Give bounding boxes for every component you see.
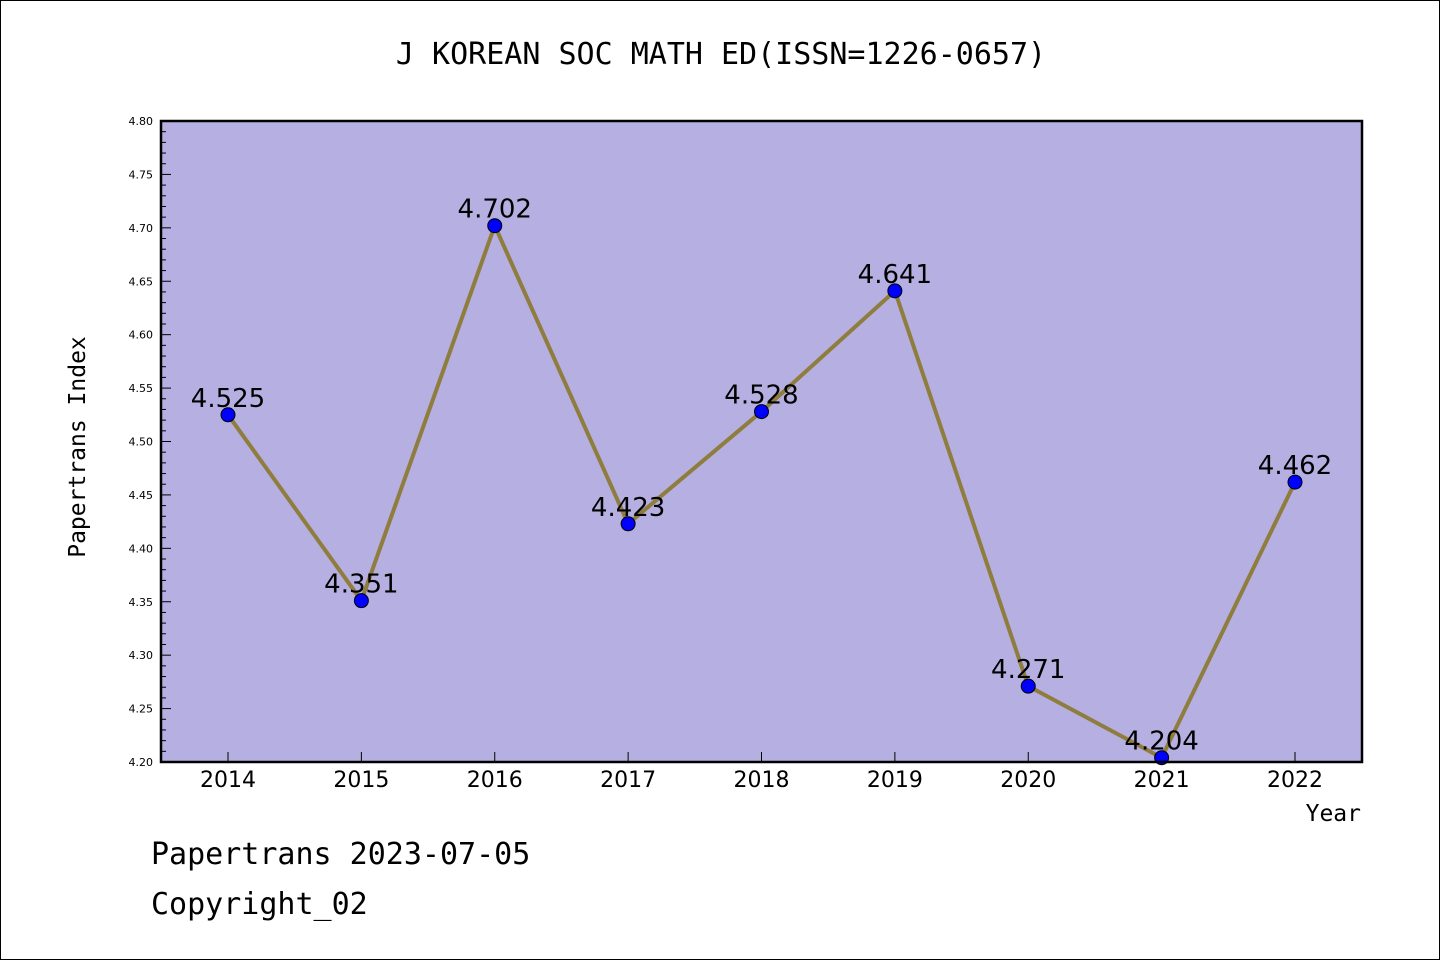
y-tick-label: 4.45 <box>129 489 154 502</box>
chart-title: J KOREAN SOC MATH ED(ISSN=1226-0657) <box>395 37 1047 72</box>
y-tick-label: 4.50 <box>129 436 154 449</box>
y-tick-label: 4.25 <box>129 703 154 716</box>
y-tick-label: 4.35 <box>129 596 154 609</box>
x-axis-title: Year <box>1306 801 1361 827</box>
x-tick-label: 2020 <box>1000 768 1056 793</box>
x-tick-label: 2016 <box>467 768 523 793</box>
plot-area <box>161 121 1362 762</box>
data-label: 4.423 <box>591 493 665 523</box>
footer-copyright: Copyright_02 <box>151 887 368 922</box>
x-tick-label: 2017 <box>600 768 656 793</box>
data-point <box>487 218 503 234</box>
y-axis: 4.20 4.25 4.30 4.35 4.40 4.45 4.50 4.55 4.60 4.65… <box>129 115 171 769</box>
series-group <box>220 218 1303 766</box>
footer-date: Papertrans 2023-07-05 <box>151 837 531 872</box>
x-tick-label: 2021 <box>1134 768 1190 793</box>
plot-border <box>159 119 1364 764</box>
data-label: 4.528 <box>724 381 798 411</box>
data-labels-group: 4.525 4.351 4.702 4.423 4.528 4.641 4.271 4.204… <box>191 195 1332 757</box>
x-tick-label: 2018 <box>734 768 790 793</box>
data-label: 4.462 <box>1258 451 1332 481</box>
data-label: 4.702 <box>458 195 532 225</box>
x-tick-label: 2015 <box>333 768 389 793</box>
data-point <box>1020 678 1036 694</box>
x-tick-label: 2019 <box>867 768 923 793</box>
y-tick-label: 4.40 <box>129 542 154 555</box>
y-tick-label: 4.80 <box>129 115 154 128</box>
y-tick-label: 4.70 <box>129 222 154 235</box>
y-tick-label: 4.55 <box>129 382 154 395</box>
data-label: 4.641 <box>858 260 932 290</box>
data-point <box>620 516 636 532</box>
data-label: 4.204 <box>1124 727 1198 757</box>
data-point <box>887 283 903 299</box>
x-axis: 2014 2015 2016 2017 2018 2019 2020 2021 2022 <box>200 752 1323 793</box>
y-tick-label: 4.75 <box>129 168 154 181</box>
data-label: 4.525 <box>191 384 265 414</box>
data-label: 4.271 <box>991 655 1065 685</box>
x-tick-label: 2014 <box>200 768 256 793</box>
y-axis-title: Papertrans Index <box>65 336 91 558</box>
data-point <box>754 404 769 420</box>
y-tick-label: 4.20 <box>129 756 154 769</box>
data-point <box>220 407 236 423</box>
y-tick-label: 4.60 <box>129 329 154 342</box>
data-label: 4.351 <box>324 570 398 600</box>
y-tick-label: 4.65 <box>129 275 154 288</box>
x-tick-label: 2022 <box>1267 768 1323 793</box>
y-tick-label: 4.30 <box>129 649 154 662</box>
data-point <box>1287 474 1303 490</box>
data-point <box>353 593 369 609</box>
